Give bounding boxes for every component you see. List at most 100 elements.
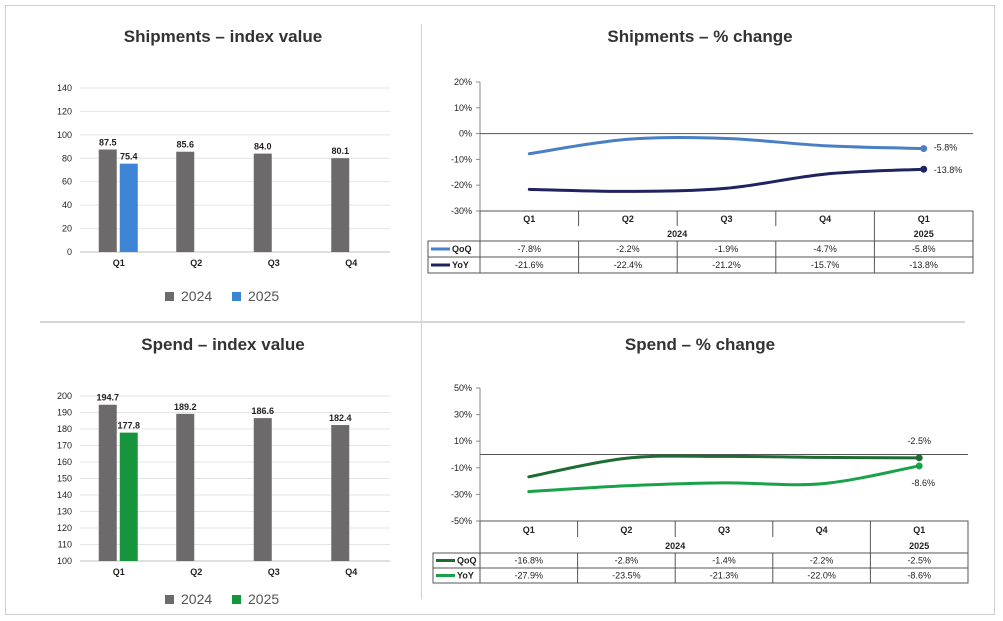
table-cell-value: -2.8% — [615, 556, 639, 566]
end-value-label: -5.8% — [934, 143, 958, 153]
table-cell-value: -2.2% — [810, 556, 834, 566]
bar-2024-Q3 — [253, 418, 272, 561]
x-tick-label: Q2 — [190, 567, 202, 577]
table-quarter-label: Q2 — [620, 525, 632, 535]
legend-swatch-2025 — [232, 292, 241, 301]
shipments-change-chart: Shipments – % change 20% 10% 0% -10% -20% -30%… — [427, 27, 974, 274]
x-tick-label: Q3 — [268, 258, 280, 268]
table-cell-value: -1.4% — [712, 556, 736, 566]
legend-swatch-2024 — [165, 292, 174, 301]
bar-2024-Q4 — [331, 425, 350, 561]
end-value-label: -2.5% — [907, 436, 931, 446]
y-tick-label: -30% — [451, 206, 472, 216]
series-line-YoY — [527, 167, 926, 193]
y-tick-label: 100 — [57, 130, 72, 140]
y-tick-label: 30% — [454, 410, 472, 420]
y-tick-label: 10% — [454, 103, 472, 113]
legend-label: 2024 — [181, 591, 212, 607]
y-tick-label: 0 — [67, 247, 72, 257]
table-quarter-label: Q3 — [718, 525, 730, 535]
table-cell-value: -21.6% — [515, 260, 544, 270]
x-tick-label: Q4 — [345, 567, 357, 577]
table-quarter-label: Q3 — [720, 214, 732, 224]
table-cell-value: -27.9% — [515, 571, 544, 581]
y-tick-label: 150 — [57, 474, 72, 484]
y-tick-label: 200 — [57, 391, 72, 401]
table-quarter-label: Q1 — [523, 525, 535, 535]
table-year-label: 2025 — [909, 541, 929, 551]
table-year-label: 2025 — [914, 229, 934, 239]
x-tick-label: Q2 — [190, 258, 202, 268]
bar-value-label: 84.0 — [254, 142, 272, 152]
y-tick-label: -10% — [451, 463, 472, 473]
x-tick-label: Q3 — [268, 567, 280, 577]
x-tick-label: Q4 — [345, 258, 357, 268]
y-tick-label: 0% — [459, 129, 472, 139]
bar-value-label: 85.6 — [176, 140, 194, 150]
bar-2025-Q1 — [119, 163, 138, 252]
y-tick-label: 140 — [57, 490, 72, 500]
y-tick-label: 110 — [58, 540, 72, 550]
horizontal-divider — [40, 321, 965, 323]
table-cell-value: -2.5% — [907, 556, 931, 566]
y-tick-label: 160 — [57, 457, 72, 467]
bar-value-label: 194.7 — [96, 393, 119, 403]
y-tick-label: 100 — [57, 556, 72, 566]
table-quarter-label: Q1 — [913, 525, 925, 535]
chart-title: Shipments – index value — [124, 27, 322, 46]
bar-2024-Q1 — [98, 404, 117, 561]
table-cell-value: -22.0% — [807, 571, 836, 581]
bar-2024-Q3 — [253, 153, 272, 252]
table-series-name: QoQ — [457, 556, 477, 566]
chart-title: Spend – index value — [141, 335, 304, 354]
y-tick-label: 190 — [57, 408, 72, 418]
table-quarter-label: Q1 — [918, 214, 930, 224]
table-quarter-label: Q4 — [816, 525, 828, 535]
table-quarter-label: Q4 — [819, 214, 831, 224]
shipments-index-chart: Shipments – index value 0 20 40 60 80 100 120 14… — [57, 27, 390, 304]
y-tick-label: -20% — [451, 180, 472, 190]
legend-label: 2025 — [248, 288, 279, 304]
end-point-QoQ — [915, 454, 923, 462]
bar-value-label: 80.1 — [331, 146, 349, 156]
table-cell-value: -22.4% — [614, 260, 643, 270]
bar-value-label: 75.4 — [120, 152, 138, 162]
table-cell-value: -15.7% — [811, 260, 840, 270]
table-cell-value: -13.8% — [909, 260, 938, 270]
end-value-label: -13.8% — [934, 165, 963, 175]
y-tick-label: 40 — [62, 200, 72, 210]
end-point-YoY — [920, 165, 928, 173]
x-tick-label: Q1 — [113, 567, 125, 577]
table-series-name: YoY — [457, 571, 474, 581]
legend-label: 2024 — [181, 288, 212, 304]
bar-2024-Q2 — [176, 413, 195, 561]
series-line-QoQ — [527, 136, 926, 156]
bar-2025-Q1 — [119, 432, 138, 561]
series-line-QoQ — [527, 454, 921, 479]
table-cell-value: -7.8% — [518, 244, 542, 254]
bar-value-label: 189.2 — [174, 402, 197, 412]
dashboard-frame — [5, 5, 995, 615]
y-tick-label: -50% — [451, 516, 472, 526]
bar-2024-Q4 — [331, 158, 350, 252]
y-tick-label: -10% — [451, 154, 472, 164]
table-cell-value: -23.5% — [612, 571, 641, 581]
chart-title: Shipments – % change — [607, 27, 792, 46]
legend-label: 2025 — [248, 591, 279, 607]
bar-value-label: 87.5 — [99, 138, 117, 148]
table-cell-value: -5.8% — [912, 244, 936, 254]
legend-swatch-2025 — [232, 595, 241, 604]
table-cell-value: -21.3% — [710, 571, 739, 581]
y-tick-label: 140 — [57, 83, 72, 93]
y-tick-label: 120 — [57, 523, 72, 533]
table-year-label: 2024 — [665, 541, 685, 551]
table-cell-value: -21.2% — [712, 260, 741, 270]
y-tick-label: 130 — [57, 507, 72, 517]
legend-swatch-2024 — [165, 595, 174, 604]
y-tick-label: 80 — [62, 153, 72, 163]
table-series-name: QoQ — [452, 244, 472, 254]
table-cell-value: -8.6% — [907, 571, 931, 581]
bar-2024-Q1 — [98, 149, 117, 252]
y-tick-label: 10% — [454, 436, 472, 446]
table-cell-value: -16.8% — [515, 556, 544, 566]
